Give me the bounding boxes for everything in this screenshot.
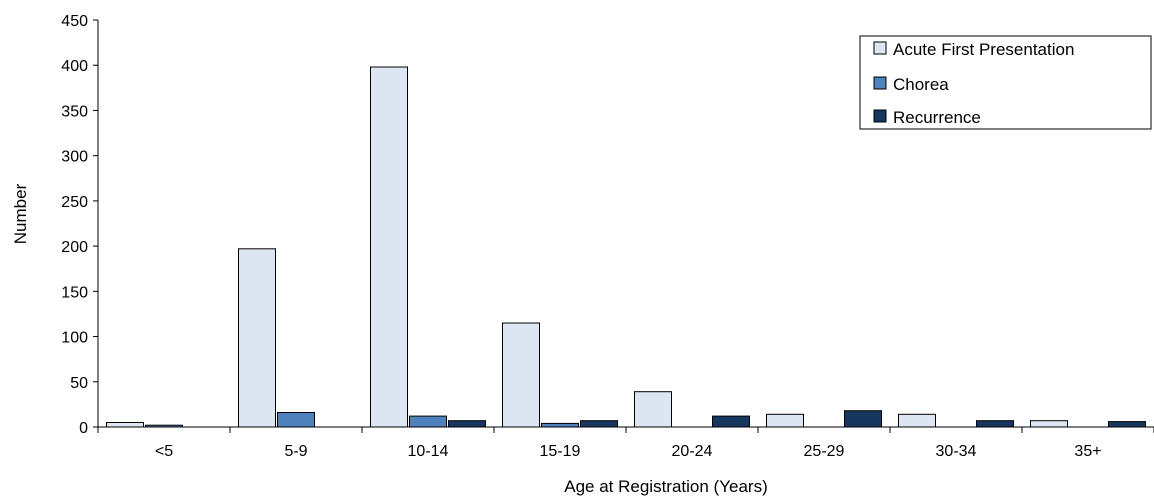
x-axis-title: Age at Registration (Years) — [564, 477, 767, 496]
legend-swatch-chorea — [873, 76, 887, 90]
x-tick-label: 15-19 — [540, 443, 581, 460]
bar-acute-first-presentation-2 — [370, 66, 408, 428]
y-tick-label: 450 — [61, 13, 88, 30]
bar-acute-first-presentation-4 — [634, 391, 672, 428]
bar-recurrence-7 — [1108, 421, 1146, 428]
bar-acute-first-presentation-0 — [106, 422, 144, 428]
y-tick-label: 200 — [61, 239, 88, 256]
x-tick-label: 35+ — [1074, 443, 1101, 460]
y-tick-label: 0 — [79, 420, 88, 437]
legend: Acute First Presentation Chorea Recurren… — [859, 35, 1152, 130]
bar-recurrence-5 — [844, 410, 882, 428]
y-tick-label: 250 — [61, 194, 88, 211]
x-axis-ticks: <5 5-9 10-14 15-19 20-24 25-29 30-34 35+ — [97, 427, 1154, 460]
x-tick-label: 10-14 — [408, 443, 449, 460]
bar-acute-first-presentation-1 — [238, 248, 276, 428]
bar-recurrence-4 — [712, 415, 750, 428]
y-tick-label: 300 — [61, 149, 88, 166]
y-tick-label: 100 — [61, 330, 88, 347]
bar-acute-first-presentation-3 — [502, 322, 540, 428]
y-tick-label: 350 — [61, 103, 88, 120]
legend-label-recurrence: Recurrence — [893, 108, 981, 127]
y-tick-label: 400 — [61, 58, 88, 75]
legend-swatch-acute — [873, 41, 887, 55]
x-tick-label: 25-29 — [804, 443, 845, 460]
y-axis-ticks: 0 50 100 150 200 250 300 350 400 450 — [61, 13, 98, 437]
bar-chorea-2 — [409, 415, 447, 428]
x-tick-label: 20-24 — [672, 443, 713, 460]
x-tick-label: 5-9 — [284, 443, 307, 460]
bar-recurrence-2 — [448, 420, 486, 428]
bar-chorea-1 — [277, 412, 315, 428]
y-tick-label: 50 — [70, 375, 88, 392]
legend-swatch-recurrence — [873, 109, 887, 123]
bar-acute-first-presentation-6 — [898, 413, 936, 428]
legend-box — [859, 35, 1152, 130]
legend-item-acute: Acute First Presentation — [873, 40, 1074, 59]
y-axis-title: Number — [11, 183, 30, 244]
legend-label-acute: Acute First Presentation — [893, 40, 1074, 59]
bars — [106, 66, 1146, 428]
bar-acute-first-presentation-5 — [766, 413, 804, 428]
bar-recurrence-6 — [976, 420, 1014, 428]
x-tick-label: 30-34 — [936, 443, 977, 460]
y-tick-label: 150 — [61, 284, 88, 301]
legend-item-chorea: Chorea — [873, 75, 949, 94]
bar-chorea-3 — [541, 422, 579, 428]
legend-item-recurrence: Recurrence — [873, 108, 981, 127]
bar-recurrence-3 — [580, 420, 618, 428]
bar-acute-first-presentation-7 — [1030, 420, 1068, 428]
legend-label-chorea: Chorea — [893, 75, 949, 94]
x-tick-label: <5 — [155, 443, 173, 460]
